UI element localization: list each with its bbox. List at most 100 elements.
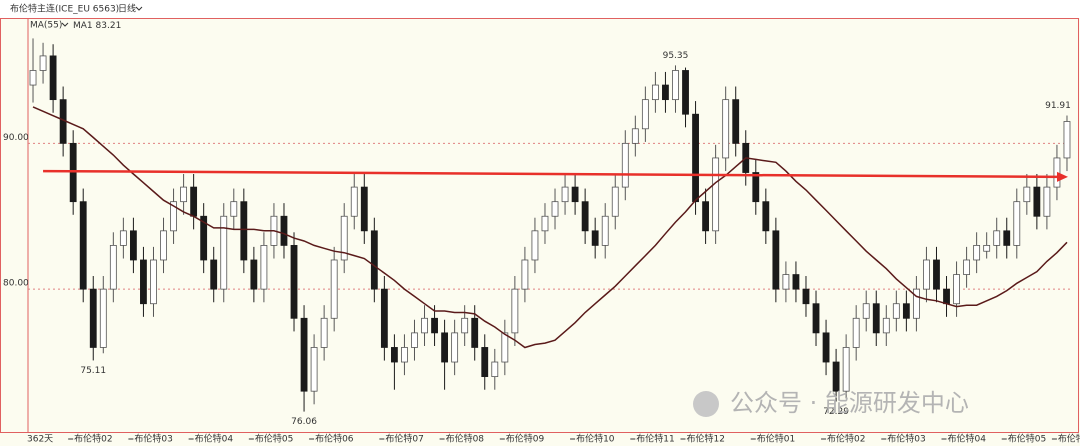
candle-body	[39, 55, 47, 71]
candle-body	[1043, 186, 1051, 217]
candle-body	[651, 84, 659, 101]
candle-body	[160, 230, 167, 261]
candle-body	[210, 259, 218, 290]
ma-last-value: 83.21	[96, 21, 122, 31]
candle-body	[812, 303, 820, 334]
candle-body	[451, 332, 459, 363]
candle-body	[902, 303, 910, 319]
candle-body	[662, 84, 669, 101]
candle-body	[330, 259, 338, 319]
candle-body	[692, 113, 699, 203]
watermark-icon	[693, 391, 719, 417]
candle-body	[150, 259, 157, 305]
candle-body	[511, 288, 519, 334]
candle-body	[601, 215, 609, 246]
candle-body	[672, 70, 679, 101]
candle-body	[119, 230, 127, 246]
x-tick-label: 布伦特06	[1058, 433, 1080, 445]
candle-body	[49, 55, 57, 101]
candle-body	[641, 99, 649, 130]
price-label: 76.06	[291, 417, 317, 427]
x-tick-label: 布伦特01	[757, 433, 795, 445]
x-tick-label: 布伦特08	[446, 433, 485, 445]
candle-body	[963, 259, 971, 275]
candle-body	[521, 259, 529, 290]
watermark-text: 公众号 · 能源研发中心	[730, 389, 969, 417]
candle-body	[682, 70, 689, 115]
watermark: 公众号 · 能源研发中心	[693, 389, 969, 417]
x-tick-label: 布伦特03	[134, 433, 172, 445]
candle-body	[862, 303, 870, 319]
days-label: 362天	[27, 435, 53, 445]
candle-body	[892, 303, 900, 319]
candle-body	[481, 347, 489, 378]
period[interactable]: 日线	[118, 3, 136, 15]
candle-body	[722, 99, 730, 159]
x-tick-label: 布伦特10	[576, 433, 615, 445]
x-tick-label: 布伦特07	[385, 433, 423, 445]
header-bar	[0, 0, 1080, 18]
price-label: 75.11	[80, 366, 106, 376]
candle-body	[1033, 186, 1041, 217]
dropdown-icon	[135, 6, 143, 11]
candle-body	[390, 347, 398, 363]
candle-body	[852, 317, 860, 348]
candle-body	[69, 142, 77, 203]
candle-body	[360, 186, 368, 232]
candle-body	[541, 215, 549, 232]
x-tick-label: 布伦特06	[315, 433, 354, 445]
candle-body	[1003, 230, 1011, 246]
candle-body	[170, 201, 177, 232]
candle-body	[140, 259, 147, 305]
candle-body	[99, 288, 107, 348]
candle-body	[953, 274, 960, 305]
candle-body	[531, 230, 539, 261]
x-tick-label: 布伦特09	[506, 433, 545, 445]
dropdown-icon	[61, 22, 69, 27]
candle-body	[79, 201, 87, 290]
candle-body	[993, 230, 1001, 246]
x-tick-label: 布伦特05	[255, 433, 293, 445]
candle-body	[822, 332, 830, 363]
candle-body	[1053, 157, 1061, 188]
candle-body	[983, 245, 991, 252]
candle-body	[611, 186, 619, 217]
x-tick-label: 布伦特04	[195, 433, 234, 445]
candle-body	[752, 172, 760, 203]
candle-body	[762, 201, 770, 232]
candle-body	[240, 201, 248, 261]
candle-body	[1063, 121, 1071, 159]
x-tick-label: 布伦特12	[687, 433, 725, 445]
candle-body	[621, 142, 629, 188]
candle-body	[591, 230, 599, 246]
candle-body	[461, 317, 469, 334]
x-tick-label: 布伦特02	[827, 433, 865, 445]
candle-body	[370, 230, 378, 290]
price-label: 72.29	[823, 407, 849, 417]
candle-body	[1023, 186, 1031, 203]
candle-body	[129, 230, 137, 261]
candle-body	[260, 245, 268, 290]
y-tick-label: 80.00	[3, 279, 29, 289]
price-label: 91.91	[1045, 101, 1071, 111]
candle-body	[732, 99, 740, 144]
plot-frame	[0, 18, 1079, 433]
candle-body	[280, 215, 288, 246]
candle-body	[350, 186, 358, 217]
candle-body	[802, 288, 810, 305]
candle-body	[702, 201, 710, 232]
candle-body	[109, 245, 117, 290]
candle-body	[200, 215, 208, 261]
candle-body	[300, 317, 308, 392]
candle-body	[320, 317, 328, 348]
candle-body	[441, 332, 449, 363]
candle-body	[421, 317, 428, 334]
candle-body	[631, 128, 639, 144]
chart-title: 布伦特主连(ICE_EU 6563)	[10, 3, 119, 15]
ma-name: MA(55)	[30, 21, 62, 31]
candle-body	[431, 317, 438, 334]
candle-body	[250, 259, 258, 290]
candle-body	[471, 317, 479, 348]
candle-body	[310, 347, 318, 392]
candle-body	[401, 347, 408, 363]
